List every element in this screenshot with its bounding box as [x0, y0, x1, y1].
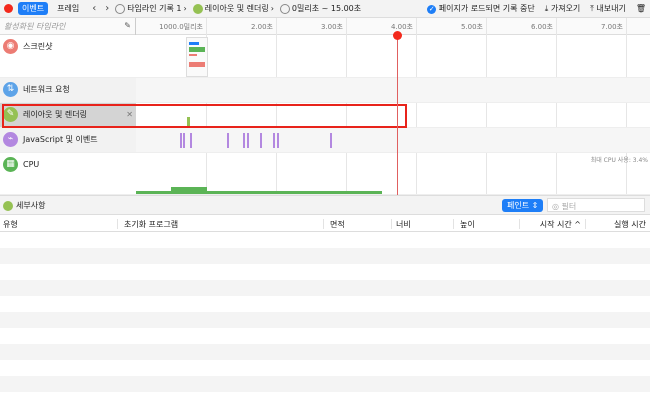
import-label: 가져오기 — [550, 4, 581, 13]
toolbar: 이벤트 프레임 ‹ › 타임라인 기록 1 › 레이아웃 및 렌더링 › 0밀리… — [0, 0, 650, 18]
breadcrumb-layout[interactable]: 레이아웃 및 렌더링 › — [192, 3, 274, 14]
track-cpu[interactable]: ▦ CPU 최대 CPU 사용: 3.4% — [0, 153, 650, 195]
table-row — [0, 344, 650, 360]
track-label: JavaScript 및 이벤트 — [23, 135, 98, 144]
js-event-bar[interactable] — [243, 133, 246, 148]
breadcrumb-label: 타임라인 기록 1 — [127, 4, 182, 13]
cpu-max-label: 최대 CPU 사용: 3.4% — [590, 157, 648, 164]
js-event-bar[interactable] — [182, 133, 185, 148]
cpu-usage-baseline — [136, 191, 382, 194]
stop-on-load-checkbox[interactable]: ✓ 페이지가 로드되면 기록 중단 — [427, 3, 535, 14]
tab-events[interactable]: 이벤트 — [18, 2, 49, 15]
column-initiator[interactable]: 초기화 프로그램 — [124, 219, 324, 229]
grid-line — [486, 18, 487, 195]
clock-icon — [279, 3, 290, 14]
js-event-bar[interactable] — [276, 133, 279, 148]
grid-line — [556, 18, 557, 195]
playhead[interactable] — [393, 31, 403, 195]
grid-line — [346, 18, 347, 195]
track-javascript[interactable]: ⌁ JavaScript 및 이벤트 — [0, 128, 650, 153]
stop-on-load-label: 페이지가 로드되면 기록 중단 — [438, 4, 535, 13]
stopwatch-icon — [115, 3, 126, 14]
filter-input[interactable]: ◎ 필터 — [547, 198, 645, 212]
table-header: 유형 초기화 프로그램 면적 너비 높이 시작 시간 ^ 실행 시간 — [0, 215, 650, 232]
column-area[interactable]: 면적 — [330, 219, 392, 229]
record-button[interactable] — [4, 4, 13, 13]
export-label: 내보내기 — [596, 4, 626, 13]
column-width[interactable]: 너비 — [396, 219, 454, 229]
tick-label: 6.00초 — [530, 23, 553, 31]
track-screenshots[interactable]: ◉ 스크린샷 — [0, 35, 650, 78]
breadcrumb-range[interactable]: 0밀리초 ~ 15.00초 — [279, 3, 362, 14]
cpu-icon: ▦ — [3, 157, 18, 172]
track-label: CPU — [23, 160, 40, 169]
tick-label: 3.00초 — [320, 23, 343, 31]
column-height[interactable]: 높이 — [460, 219, 520, 229]
grid-line — [626, 18, 627, 195]
js-event-bar[interactable] — [189, 133, 192, 148]
tick-label: 1000.0밀리초 — [159, 23, 203, 31]
details-bar: 세부사항 페인트 ⇕ ◎ 필터 — [0, 195, 650, 215]
time-ruler[interactable] — [0, 18, 650, 35]
breadcrumb-label: 레이아웃 및 렌더링 — [204, 4, 269, 13]
upload-icon: ⤒ — [590, 4, 594, 13]
table-row — [0, 312, 650, 328]
breadcrumb-label: 0밀리초 ~ 15.00초 — [291, 4, 362, 13]
mode-select[interactable]: 페인트 ⇕ — [502, 199, 544, 212]
js-event-bar[interactable] — [259, 133, 262, 148]
filter-icon: ◎ — [552, 202, 559, 211]
tab-frames[interactable]: 프레임 — [57, 4, 80, 13]
close-icon[interactable]: ✕ — [126, 110, 133, 119]
js-event-bar[interactable] — [272, 133, 275, 148]
screenshot-thumbnail[interactable] — [186, 37, 208, 77]
brush-icon: ✎ — [3, 107, 18, 122]
mode-label: 페인트 — [507, 201, 530, 210]
track-network[interactable]: ⇅ 네트워크 요청 — [0, 78, 650, 103]
track-label: 네트워크 요청 — [23, 85, 70, 94]
network-arrows-icon: ⇅ — [3, 82, 18, 97]
filter-placeholder: 필터 — [561, 202, 577, 211]
camera-icon: ◉ — [3, 39, 18, 54]
breadcrumb-recording[interactable]: 타임라인 기록 1 › — [115, 3, 187, 14]
selection-highlight — [2, 104, 407, 128]
js-event-bar[interactable] — [180, 133, 183, 148]
js-event-bar[interactable] — [329, 133, 332, 148]
details-title: 세부사항 — [16, 201, 46, 210]
tick-label: 7.00초 — [600, 23, 623, 31]
js-event-bar[interactable] — [227, 133, 229, 148]
checkmark-icon: ✓ — [427, 5, 437, 14]
track-label: 스크린샷 — [23, 42, 53, 51]
trash-icon[interactable]: 🗑 — [635, 4, 646, 13]
back-icon[interactable]: ‹ — [92, 3, 97, 14]
layout-event-bar[interactable] — [187, 117, 191, 126]
table-row — [0, 248, 650, 264]
column-type[interactable]: 유형 — [3, 219, 118, 229]
tick-label: 2.00초 — [250, 23, 273, 31]
tick-label: 5.00초 — [460, 23, 483, 31]
table-row — [0, 280, 650, 296]
track-label: 레이아웃 및 렌더링 — [23, 110, 87, 119]
table-row — [0, 376, 650, 392]
brush-icon — [3, 200, 13, 211]
column-start-time[interactable]: 시작 시간 ^ — [524, 219, 586, 229]
script-icon: ⌁ — [3, 132, 18, 147]
export-button[interactable]: ⤒ 내보내기 — [590, 3, 626, 14]
forward-icon[interactable]: › — [105, 3, 110, 14]
brush-icon — [192, 3, 203, 14]
grid-line — [276, 18, 277, 195]
import-button[interactable]: ⤓ 가져오기 — [545, 3, 581, 14]
timeline-filter-placeholder: 활성화된 타임라인 — [4, 22, 66, 31]
js-event-bar[interactable] — [247, 133, 250, 148]
download-icon: ⤓ — [544, 4, 549, 13]
cpu-usage-peak — [171, 187, 207, 194]
playhead-handle[interactable] — [393, 31, 403, 40]
grid-line — [416, 18, 417, 195]
grid-line — [206, 18, 207, 195]
timeline-filter[interactable]: 활성화된 타임라인 ✎ — [0, 18, 136, 35]
tick-label: 4.00초 — [390, 23, 413, 31]
column-duration[interactable]: 실행 시간 — [614, 220, 646, 229]
edit-icon[interactable]: ✎ — [124, 21, 131, 30]
